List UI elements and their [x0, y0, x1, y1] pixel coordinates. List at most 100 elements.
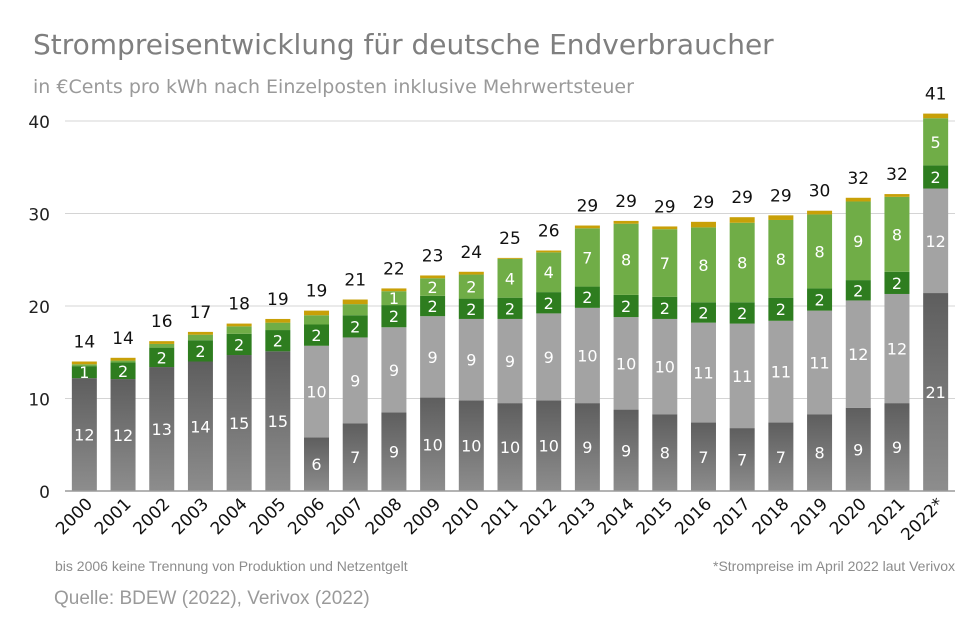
- y-tick-label: 10: [28, 391, 50, 411]
- segment-value-label: 15: [229, 414, 249, 433]
- bar-segment: [613, 223, 639, 295]
- segment-value-label: 2: [428, 297, 438, 316]
- segment-value-label: 10: [616, 354, 636, 373]
- bar-segment: [729, 222, 755, 303]
- y-tick-label: 40: [28, 113, 50, 133]
- x-tick-label: 2011: [478, 494, 523, 539]
- bar-segment: [265, 351, 291, 491]
- total-value-label: 23: [422, 246, 444, 266]
- total-value-label: 29: [577, 197, 599, 217]
- bar-segment: [923, 188, 949, 294]
- bar-segment: [420, 278, 446, 296]
- segment-value-label: 9: [582, 438, 592, 457]
- segment-value-label: 2: [660, 299, 670, 318]
- total-value-label: 24: [460, 243, 482, 263]
- total-value-label: 29: [615, 192, 637, 212]
- x-tick-label: 2018: [749, 494, 794, 539]
- segment-value-label: 5: [931, 133, 941, 152]
- bar-segment: [768, 215, 794, 220]
- segment-value-label: 4: [505, 269, 515, 288]
- bar-segment: [536, 313, 562, 401]
- bar-segment: [304, 310, 330, 316]
- segment-value-label: 8: [814, 242, 824, 261]
- total-value-label: 19: [267, 290, 289, 310]
- segment-value-label: 13: [152, 420, 172, 439]
- segment-value-label: 2: [389, 307, 399, 326]
- bar-segment: [187, 361, 213, 491]
- bar-segment: [690, 422, 716, 491]
- bar-segment: [536, 252, 562, 293]
- segment-value-label: 10: [500, 438, 520, 457]
- segment-value-label: 8: [698, 256, 708, 275]
- x-tick-label: 2016: [671, 494, 716, 539]
- segment-value-label: 10: [422, 435, 442, 454]
- segment-value-label: 2: [544, 294, 554, 313]
- chart-title: Strompreisentwicklung für deutsche Endve…: [33, 28, 774, 61]
- bar-segment: [497, 403, 523, 491]
- bar-segment: [304, 324, 330, 346]
- bar-segment: [187, 331, 213, 335]
- segment-value-label: 9: [466, 351, 476, 370]
- total-value-label: 17: [190, 303, 212, 323]
- bar-segment: [226, 355, 252, 491]
- bar-segment: [613, 294, 639, 318]
- segment-value-label: 1: [79, 363, 89, 382]
- x-tick-label: 2002: [130, 494, 175, 539]
- segment-value-label: 2: [814, 291, 824, 310]
- segment-value-label: 9: [428, 348, 438, 367]
- segment-value-label: 9: [505, 352, 515, 371]
- bar-segment: [110, 360, 136, 363]
- segment-value-label: 9: [621, 441, 631, 460]
- bar-segment: [420, 295, 446, 317]
- segment-value-label: 2: [350, 317, 360, 336]
- bar-segment: [187, 340, 213, 362]
- segment-value-label: 11: [732, 367, 752, 386]
- segment-value-label: 9: [853, 232, 863, 251]
- segment-value-label: 7: [350, 448, 360, 467]
- bar-segment: [845, 407, 871, 491]
- segment-value-label: 2: [853, 281, 863, 300]
- bar-segment: [497, 258, 523, 298]
- bar-segment: [226, 333, 252, 356]
- bar-segment: [807, 414, 833, 491]
- y-tick-label: 20: [28, 298, 50, 318]
- total-value-label: 21: [344, 271, 366, 291]
- x-tick-label: 2010: [439, 494, 484, 539]
- bar-segment: [536, 400, 562, 491]
- segment-value-label: 2: [582, 288, 592, 307]
- bar-segment: [226, 326, 252, 334]
- bar-segment: [690, 227, 716, 303]
- segment-value-label: 12: [848, 345, 868, 364]
- segment-value-label: 10: [461, 437, 481, 456]
- segment-value-label: 7: [660, 254, 670, 273]
- bar-segment: [729, 323, 755, 429]
- bar-segment: [729, 302, 755, 324]
- total-value-label: 29: [654, 197, 676, 217]
- segment-value-label: 8: [892, 225, 902, 244]
- total-value-label: 22: [383, 259, 405, 279]
- segment-value-label: 2: [737, 304, 747, 323]
- bar-segment: [574, 225, 600, 229]
- x-tick-label: 2022*: [897, 494, 948, 540]
- bar-segment: [149, 341, 175, 344]
- x-tick-label: 2003: [168, 494, 213, 539]
- bar-segment: [884, 196, 910, 272]
- bar-segment: [884, 271, 910, 294]
- bar-segment: [768, 219, 794, 298]
- bar-segment: [497, 257, 523, 259]
- bar-segment: [652, 414, 678, 491]
- bar-segment: [110, 357, 136, 361]
- segment-value-label: 8: [621, 250, 631, 269]
- total-value-label: 16: [151, 312, 173, 332]
- bar-segment: [342, 315, 368, 338]
- segment-value-label: 2: [311, 326, 321, 345]
- bar-segment: [923, 293, 949, 491]
- bar-segment: [420, 316, 446, 398]
- x-tick-label: 2000: [52, 494, 97, 539]
- total-value-label: 29: [770, 186, 792, 206]
- bar-segment: [807, 210, 833, 215]
- bar-segment: [420, 397, 446, 491]
- bar-segment: [690, 302, 716, 323]
- x-tick-label: 2012: [516, 494, 561, 539]
- x-tick-label: 2013: [555, 494, 600, 539]
